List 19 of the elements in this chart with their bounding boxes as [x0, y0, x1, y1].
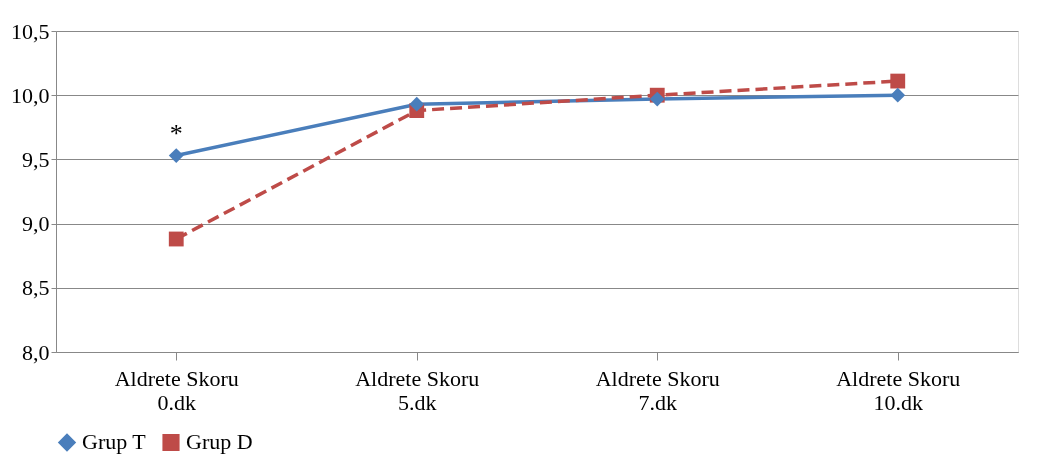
- point: [409, 96, 425, 112]
- y-tick-label: 8,5: [22, 275, 50, 301]
- x-tick-label: Aldrete Skoru 10.dk: [836, 365, 961, 415]
- x-tick-label: Aldrete Skoru 5.dk: [355, 365, 480, 415]
- x-tick-label: Aldrete Skoru 0.dk: [114, 365, 239, 415]
- point: [890, 87, 906, 103]
- annotation: *: [169, 118, 183, 148]
- y-tick-label: 10,5: [11, 18, 50, 44]
- point: [890, 73, 906, 89]
- y-tick-label: 8,0: [22, 339, 50, 365]
- x-tick-label: Aldrete Skoru 7.dk: [595, 365, 720, 415]
- point: [168, 231, 184, 247]
- y-tick-label: 9,0: [22, 211, 50, 237]
- legend-label: Grup T: [82, 429, 147, 455]
- y-tick-label: 10,0: [11, 82, 50, 108]
- point: [649, 91, 665, 107]
- y-tick-label: 9,5: [22, 146, 50, 172]
- legend-label: Grup D: [186, 429, 253, 455]
- point: [168, 148, 184, 163]
